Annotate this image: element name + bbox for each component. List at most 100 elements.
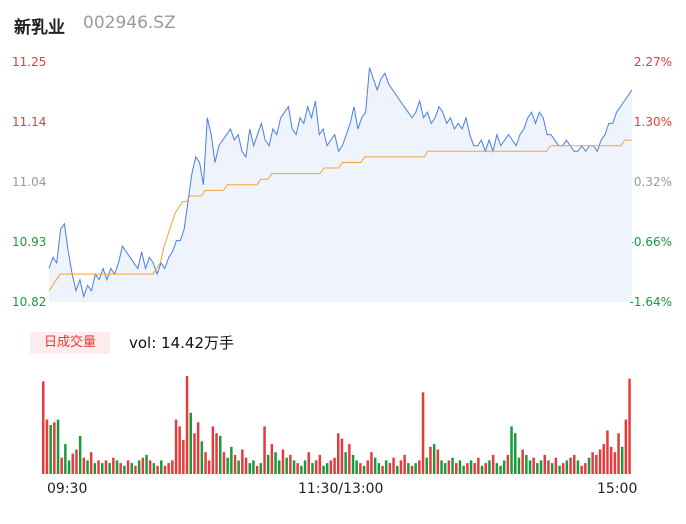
volume-bar bbox=[348, 444, 351, 474]
volume-bar bbox=[178, 426, 181, 474]
price-tick-label-left-4: 10.82 bbox=[12, 295, 47, 309]
volume-bar bbox=[325, 463, 329, 474]
volume-bar bbox=[97, 460, 100, 474]
volume-bar bbox=[565, 460, 569, 474]
volume-bar bbox=[296, 463, 299, 474]
volume-bar bbox=[156, 465, 159, 474]
volume-bar bbox=[628, 378, 631, 474]
volume-bar bbox=[248, 463, 251, 474]
average-price-line bbox=[48, 139, 632, 292]
volume-bar bbox=[45, 419, 49, 474]
volume-bar bbox=[200, 441, 204, 474]
volume-bar bbox=[222, 452, 226, 474]
volume-bar bbox=[443, 463, 447, 474]
volume-bar bbox=[314, 460, 318, 474]
volume-bar bbox=[49, 425, 52, 474]
volume-bar bbox=[502, 460, 506, 474]
volume-bar bbox=[237, 460, 240, 474]
volume-bar bbox=[78, 435, 82, 474]
volume-bar bbox=[370, 452, 373, 474]
volume-bar bbox=[108, 463, 111, 474]
pct-tick-label-right-2: 0.32% bbox=[633, 175, 672, 189]
volume-bar bbox=[211, 426, 215, 474]
price-tick-label-left-2: 11.04 bbox=[12, 175, 47, 189]
volume-bar bbox=[447, 460, 451, 474]
volume-bar bbox=[432, 444, 436, 474]
volume-bar bbox=[42, 381, 45, 474]
volume-bar bbox=[115, 460, 119, 474]
volume-bar bbox=[333, 457, 336, 474]
stock-name: 新乳业 bbox=[14, 18, 65, 38]
volume-bar bbox=[53, 422, 56, 474]
volume-bar bbox=[351, 454, 355, 474]
volume-bar bbox=[215, 433, 218, 474]
volume-bar bbox=[112, 457, 115, 474]
volume-bar bbox=[263, 426, 266, 474]
volume-bar bbox=[148, 460, 152, 474]
volume-bar bbox=[82, 457, 86, 474]
volume-bar bbox=[86, 460, 89, 474]
volume-bar bbox=[270, 444, 274, 474]
volume-bar bbox=[547, 460, 550, 474]
volume-bar bbox=[303, 460, 307, 474]
volume-bar bbox=[392, 457, 395, 474]
volume-total-label: vol: 14.42万手 bbox=[129, 334, 234, 352]
volume-bar bbox=[543, 454, 546, 474]
volume-bar bbox=[307, 452, 310, 474]
volume-bar bbox=[539, 460, 543, 474]
volume-bar bbox=[561, 463, 565, 474]
volume-bar bbox=[145, 454, 148, 474]
volume-bar bbox=[119, 463, 122, 474]
volume-bar bbox=[484, 463, 487, 474]
volume-bar bbox=[292, 460, 296, 474]
volume-bar bbox=[89, 452, 93, 474]
volume-bar bbox=[536, 463, 539, 474]
volume-bar bbox=[573, 454, 576, 474]
volume-bar bbox=[620, 446, 624, 474]
volume-bar bbox=[425, 457, 428, 474]
x-tick-label-close: 15:00 bbox=[597, 481, 638, 497]
volume-bar bbox=[285, 457, 288, 474]
volume-bar bbox=[491, 454, 495, 474]
volume-bar bbox=[141, 457, 145, 474]
volume-bar bbox=[373, 457, 377, 474]
volume-bar bbox=[624, 419, 628, 474]
volume-bar bbox=[56, 419, 60, 474]
volume-bar bbox=[204, 452, 207, 474]
volume-bar bbox=[521, 449, 524, 474]
volume-bar bbox=[418, 460, 421, 474]
volume-bar bbox=[569, 457, 572, 474]
volume-bar bbox=[266, 454, 270, 474]
volume-bar bbox=[130, 463, 133, 474]
volume-bar bbox=[591, 452, 594, 474]
volume-bar bbox=[532, 457, 535, 474]
volume-bar bbox=[384, 460, 388, 474]
volume-bar bbox=[207, 460, 211, 474]
volume-bar bbox=[388, 463, 392, 474]
volume-bar bbox=[123, 465, 126, 474]
volume-bar bbox=[71, 453, 74, 474]
volume-bar bbox=[480, 465, 484, 474]
volume-bar bbox=[64, 444, 67, 474]
volume-bar bbox=[440, 460, 443, 474]
stock-code: 002946.SZ bbox=[83, 13, 176, 33]
volume-bar bbox=[189, 412, 192, 475]
volume-bar bbox=[241, 449, 244, 474]
volume-bar bbox=[506, 454, 510, 474]
volume-bar bbox=[617, 433, 620, 474]
volume-bar bbox=[219, 435, 222, 474]
volume-bar bbox=[101, 463, 104, 474]
volume-bar bbox=[477, 457, 480, 474]
volume-bar bbox=[466, 463, 469, 474]
volume-bar bbox=[558, 465, 561, 474]
volume-bar bbox=[344, 452, 347, 474]
volume-bar bbox=[550, 463, 554, 474]
volume-bar bbox=[152, 463, 156, 474]
volume-bar bbox=[244, 457, 248, 474]
volume-bar bbox=[554, 457, 558, 474]
volume-badge: 日成交量 bbox=[30, 332, 110, 354]
volume-bar bbox=[495, 463, 499, 474]
volume-bar bbox=[60, 457, 63, 474]
volume-bar bbox=[473, 463, 476, 474]
